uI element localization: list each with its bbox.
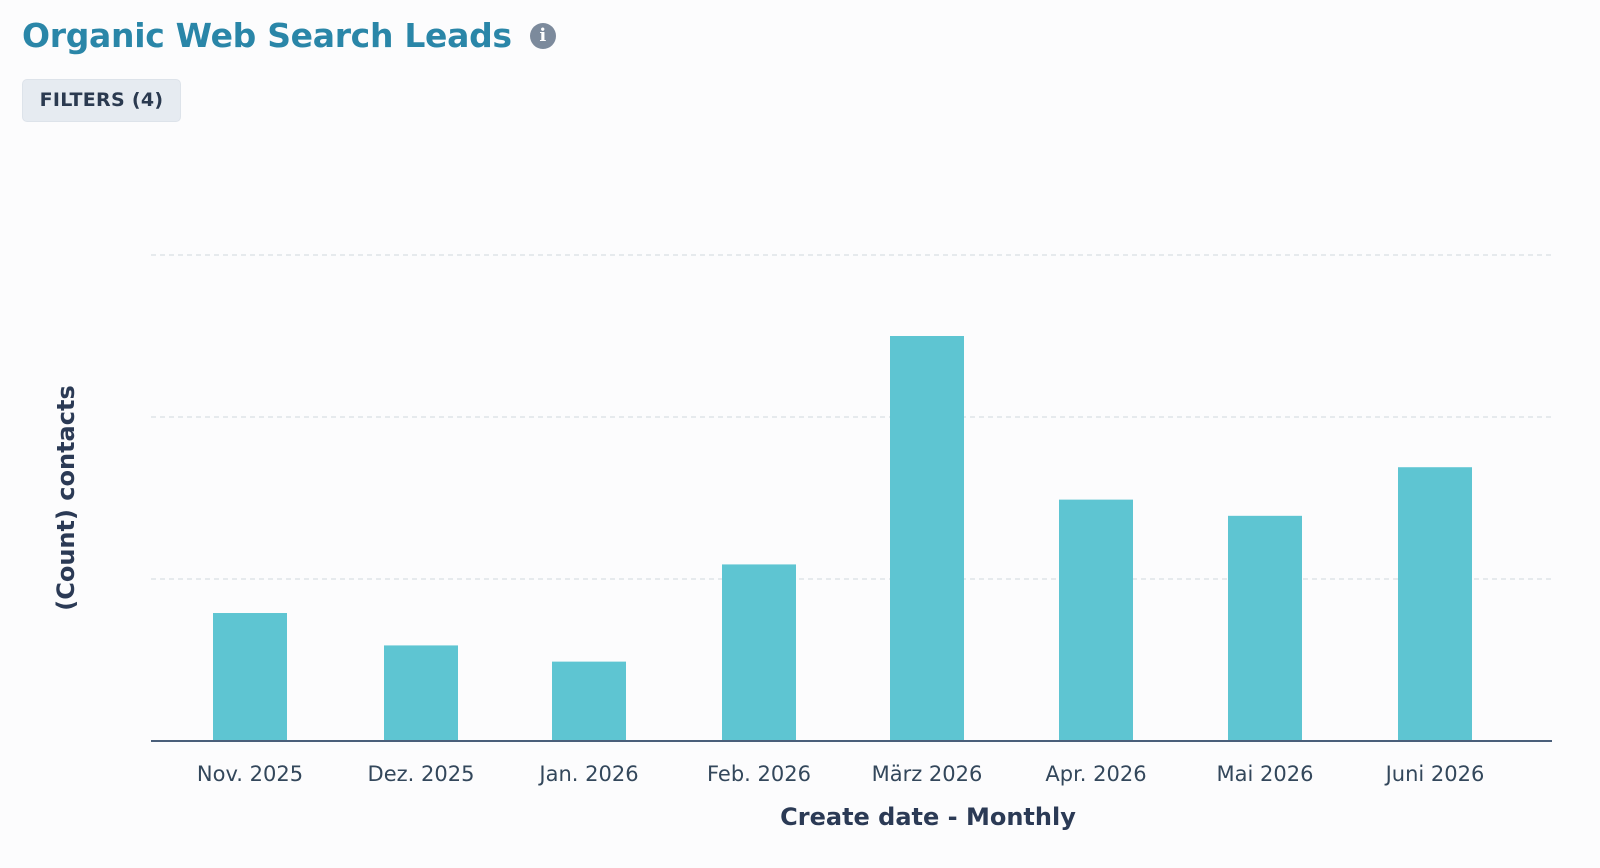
info-icon[interactable]: i xyxy=(529,22,556,49)
bar-1[interactable] xyxy=(384,645,458,741)
x-tick-label-6: Mai 2026 xyxy=(1217,762,1314,786)
y-axis-label: (Count) contacts xyxy=(52,385,80,611)
x-tick-label-7: Juni 2026 xyxy=(1384,762,1485,786)
x-tick-label-5: Apr. 2026 xyxy=(1045,762,1146,786)
x-tick-labels: Nov. 2025 Dez. 2025 Jan. 2026 Feb. 2026 März… xyxy=(197,762,1484,786)
x-tick-label-2: Jan. 2026 xyxy=(537,762,638,786)
report-header: Organic Web Search Leads i xyxy=(22,16,556,55)
filters-button[interactable]: FILTERS (4) xyxy=(22,79,181,122)
bar-3[interactable] xyxy=(722,564,796,741)
bar-0[interactable] xyxy=(213,613,287,741)
x-tick-label-4: März 2026 xyxy=(872,762,983,786)
bar-7[interactable] xyxy=(1398,467,1472,741)
x-tick-label-3: Feb. 2026 xyxy=(707,762,811,786)
bar-2[interactable] xyxy=(552,661,626,741)
bar-4[interactable] xyxy=(890,336,964,741)
x-tick-label-0: Nov. 2025 xyxy=(197,762,303,786)
gridlines xyxy=(151,254,1552,580)
bar-6[interactable] xyxy=(1228,515,1302,741)
page-title: Organic Web Search Leads xyxy=(22,16,512,55)
x-axis-label: Create date - Monthly xyxy=(780,803,1076,831)
bar-5[interactable] xyxy=(1059,499,1133,741)
bars xyxy=(213,336,1472,741)
x-tick-label-1: Dez. 2025 xyxy=(368,762,475,786)
